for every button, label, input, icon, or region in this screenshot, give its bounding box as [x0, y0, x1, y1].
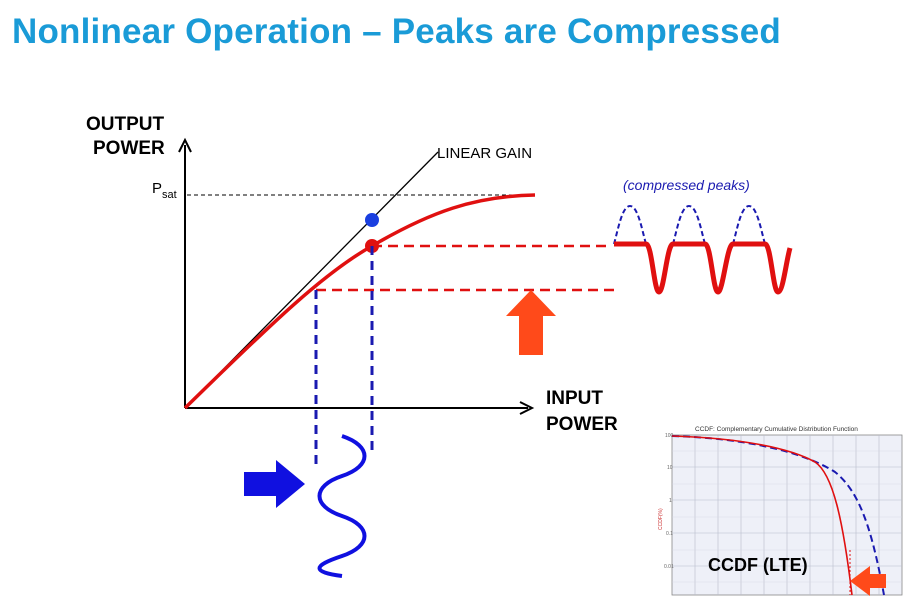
ccdf-compressed-curve — [671, 435, 853, 596]
y-axis-arrowhead — [178, 137, 192, 153]
x-axis-label-line2: POWER — [546, 414, 618, 435]
amplifier-response-curve — [183, 193, 536, 410]
input-signal-wave — [317, 434, 367, 578]
red-up-arrow-icon — [506, 290, 556, 355]
x-axis-label-line1: INPUT — [546, 388, 603, 409]
ccdf-tick-100: 100 — [665, 433, 674, 439]
psat-label: Psat — [152, 180, 177, 201]
blue-right-arrow-icon — [244, 460, 305, 508]
page-title: Nonlinear Operation – Peaks are Compress… — [12, 12, 781, 51]
x-axis-arrowhead — [519, 401, 535, 415]
ccdf-tick-0-01: 0.01 — [664, 564, 674, 570]
ccdf-title: CCDF: Complementary Cumulative Distribut… — [695, 426, 858, 433]
ccdf-y-axis-label: CCDF(%) — [658, 508, 664, 530]
ideal-peaks-dashed — [613, 204, 766, 245]
y-axis-label-line1: OUTPUT — [86, 114, 165, 135]
ccdf-caption: CCDF (LTE) — [708, 555, 808, 575]
y-axis-label-line2: POWER — [93, 138, 165, 159]
compressed-peaks-note: (compressed peaks) — [623, 177, 750, 193]
ccdf-inset: CCDF: Complementary Cumulative Distribut… — [658, 426, 903, 596]
ccdf-tick-10: 10 — [667, 465, 673, 471]
linear-gain-label: LINEAR GAIN — [437, 145, 532, 162]
ideal-output-point — [365, 213, 379, 227]
output-compressed-wave — [614, 241, 793, 295]
ccdf-tick-0-1: 0.1 — [666, 531, 673, 537]
ccdf-left-arrow-icon — [850, 566, 886, 596]
ccdf-tick-1: 1 — [669, 498, 672, 504]
